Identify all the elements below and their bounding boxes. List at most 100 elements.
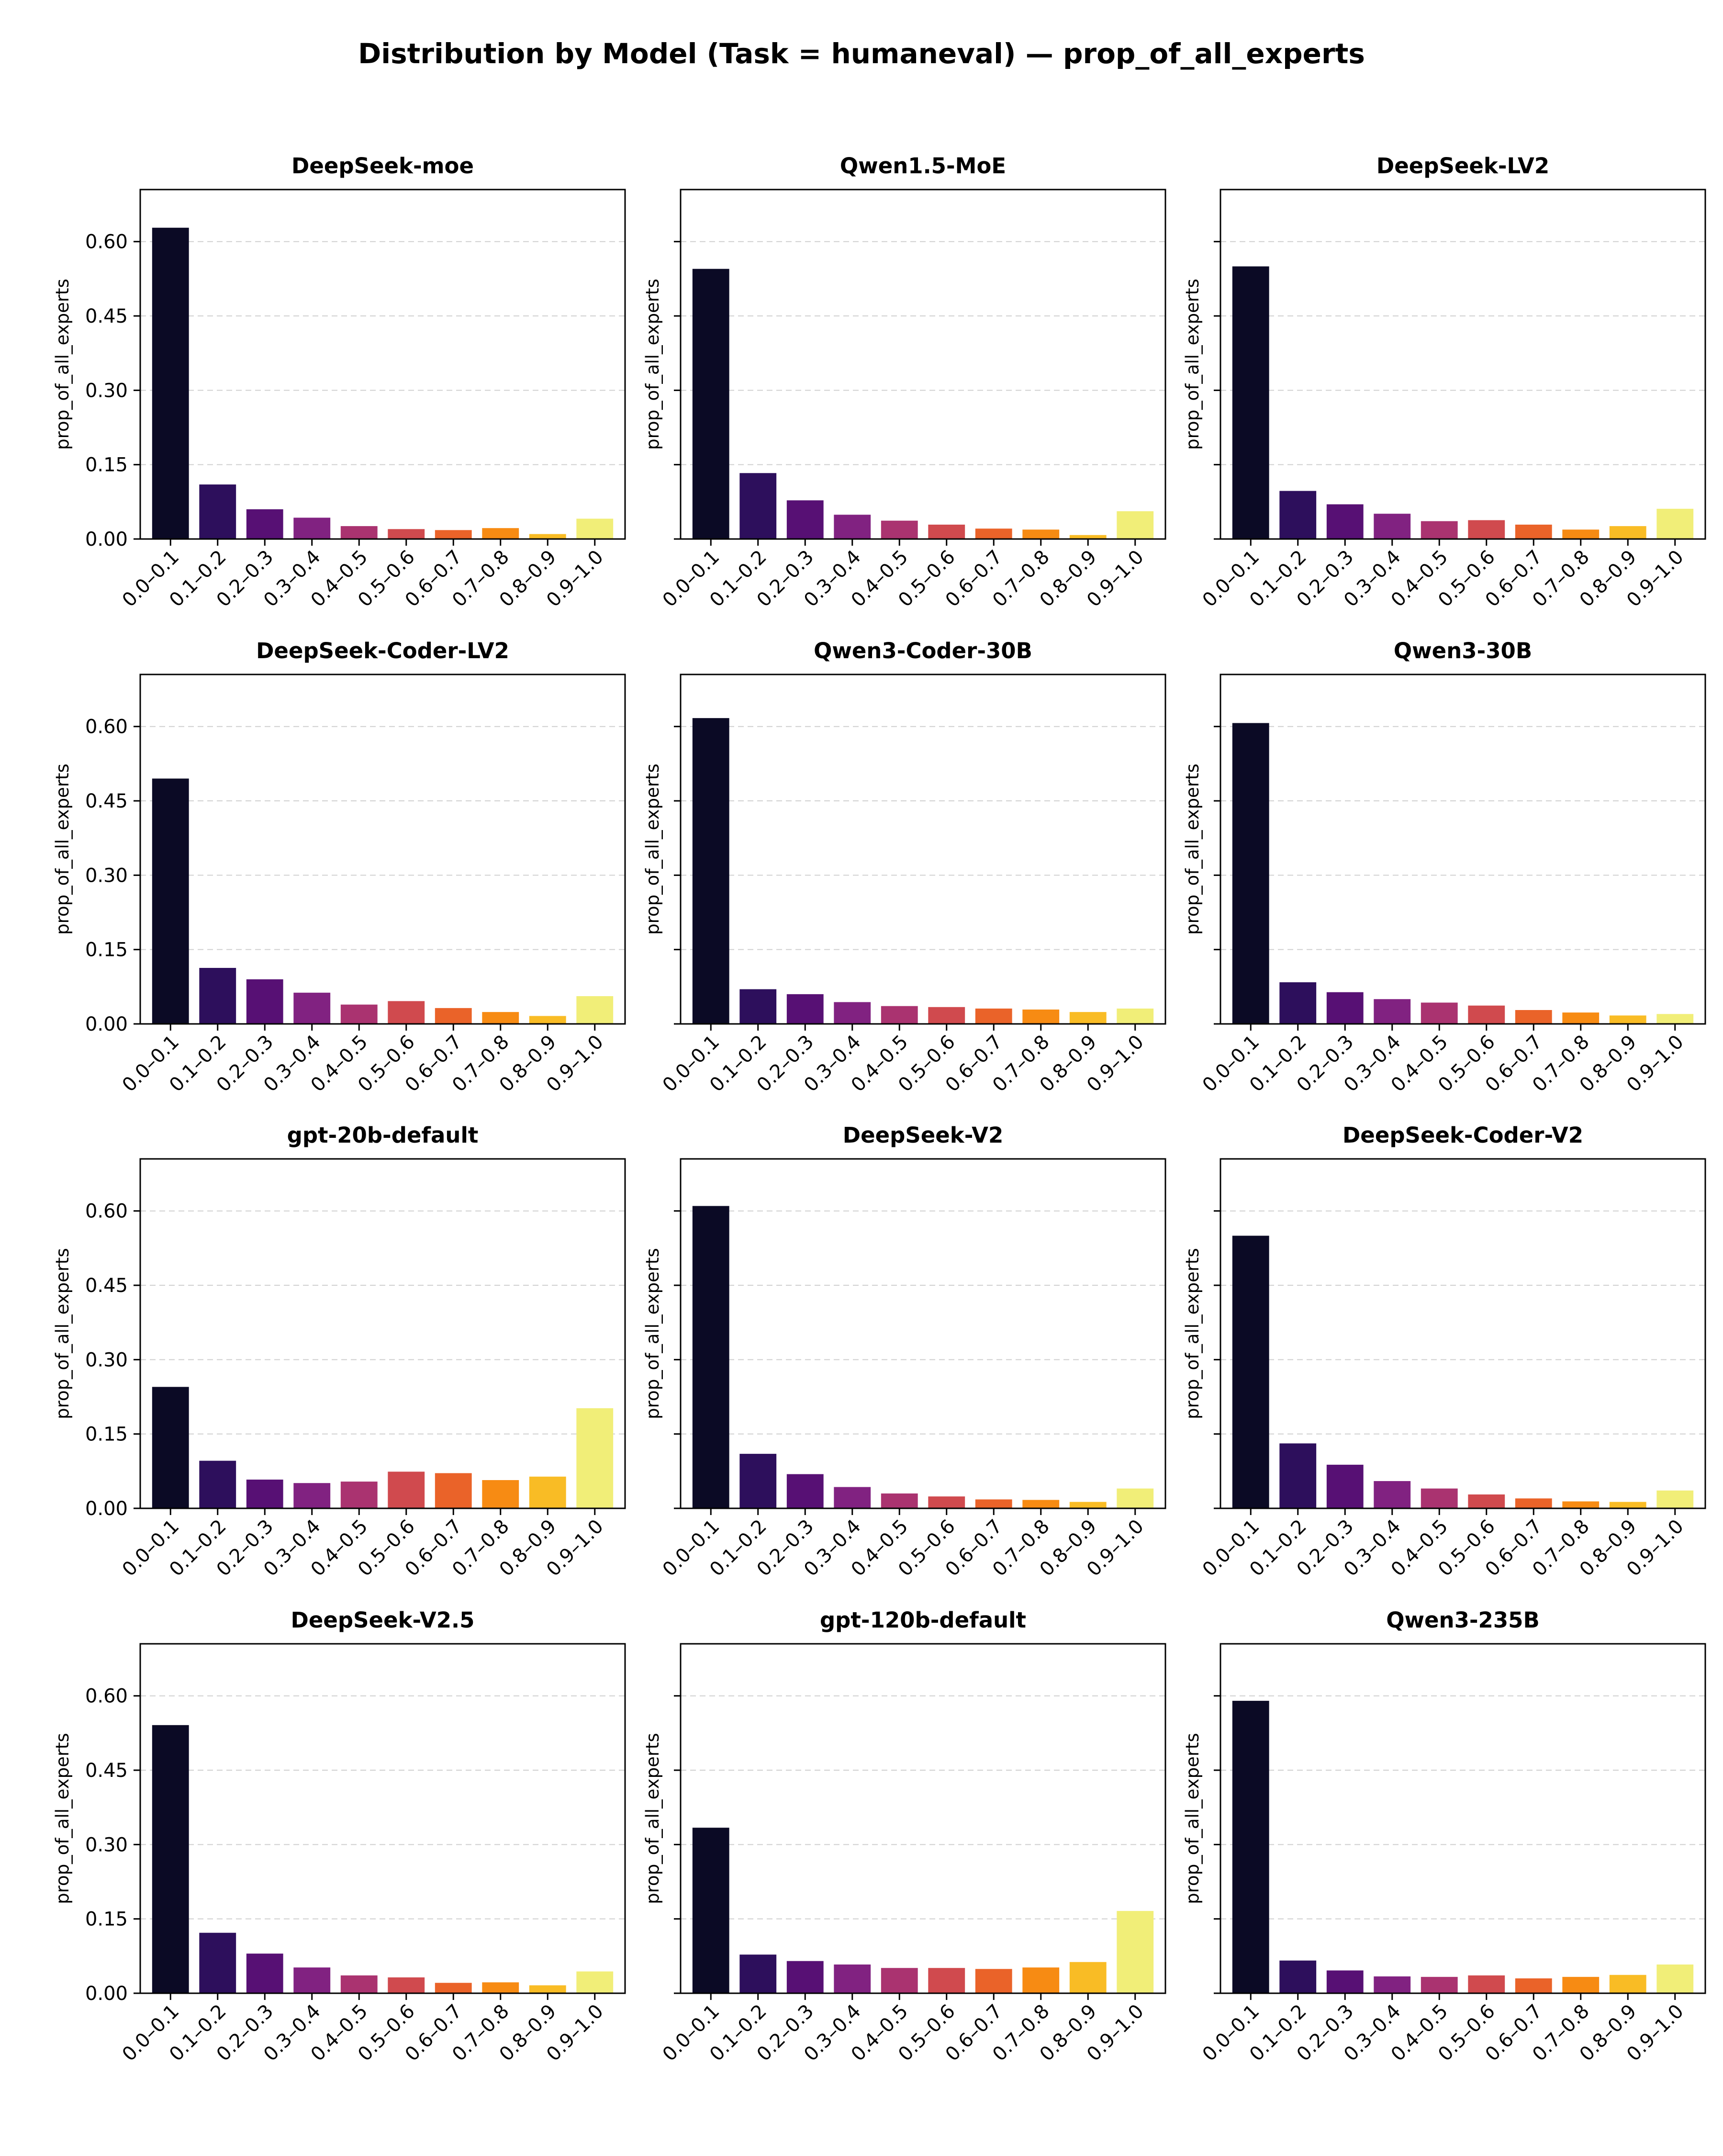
y-tick-label: 0.45 [85,305,128,327]
panel-title: DeepSeek-LV2 [1376,153,1549,179]
y-axis-label: prop_of_all_experts [642,279,663,450]
bar-0.3–0.4 [834,515,871,539]
bar-0.1–0.2 [1279,491,1317,539]
panel-title: Qwen3-30B [1394,638,1532,663]
bar-0.1–0.2 [1279,1443,1317,1508]
panel-9: DeepSeek-Coder-V2prop_of_all_experts0.0–… [1182,1123,1706,1581]
y-tick-label: 0.45 [85,1275,128,1297]
bar-0.6–0.7 [975,1499,1012,1508]
bar-0.7–0.8 [1562,1012,1600,1024]
bar-0.0–0.1 [692,718,729,1024]
bar-0.1–0.2 [739,1454,777,1508]
bar-0.0–0.1 [152,1387,189,1508]
bar-0.5–0.6 [388,1471,425,1508]
y-axis-label: prop_of_all_experts [1182,1733,1203,1904]
bar-0.8–0.9 [529,1985,566,1993]
bar-0.2–0.3 [246,1479,283,1508]
bar-0.5–0.6 [928,1968,965,1993]
bar-0.6–0.7 [975,1969,1012,1993]
bar-0.7–0.8 [482,1012,519,1024]
y-tick-label: 0.15 [85,1424,128,1446]
bar-0.9–1.0 [576,996,614,1024]
bar-0.3–0.4 [293,1967,331,1993]
y-tick-label: 0.15 [85,454,128,476]
axes-frame [1220,189,1706,540]
bar-0.0–0.1 [1232,1235,1269,1508]
bar-0.0–0.1 [1232,723,1269,1024]
bar-0.3–0.4 [1374,999,1411,1024]
bar-0.3–0.4 [834,1487,871,1508]
bar-0.5–0.6 [388,529,425,539]
bar-0.7–0.8 [1022,529,1060,539]
bar-0.7–0.8 [1022,1500,1060,1508]
bar-0.2–0.3 [1326,504,1364,539]
y-axis-label: prop_of_all_experts [642,1248,663,1419]
panel-title: gpt-120b-default [820,1607,1026,1633]
axes-frame [680,189,1166,540]
y-tick-label: 0.30 [85,865,128,887]
bar-0.3–0.4 [293,1483,331,1508]
panel-title: Qwen3-235B [1386,1607,1540,1633]
bar-0.4–0.5 [340,1482,378,1508]
bar-0.6–0.7 [975,1008,1012,1024]
axes-frame [1220,1643,1706,1994]
bar-0.7–0.8 [1022,1967,1060,1993]
bar-0.9–1.0 [1117,511,1154,539]
bar-0.9–1.0 [1656,1490,1694,1508]
bar-0.7–0.8 [482,528,519,539]
y-tick-label: 0.15 [85,1909,128,1931]
bar-0.4–0.5 [1421,521,1458,539]
bar-0.4–0.5 [340,1004,378,1024]
bar-0.6–0.7 [1515,1498,1552,1508]
bar-0.7–0.8 [1562,1501,1600,1508]
panel-title: DeepSeek-Coder-LV2 [256,638,509,663]
y-tick-label: 0.00 [85,528,128,550]
panel-title: Qwen1.5-MoE [840,153,1006,179]
axes-frame [139,189,626,540]
bar-0.7–0.8 [482,1982,519,1993]
bar-0.6–0.7 [975,528,1012,539]
bar-0.7–0.8 [1562,529,1600,539]
bar-0.5–0.6 [928,1007,965,1024]
panel-title: DeepSeek-V2 [843,1123,1004,1148]
bar-0.1–0.2 [739,989,777,1024]
bar-0.2–0.3 [786,1961,824,1993]
panel-2: Qwen1.5-MoEprop_of_all_experts0.0–0.10.1… [642,153,1166,611]
bar-0.1–0.2 [199,1932,236,1993]
axes-frame [139,674,626,1025]
bar-0.6–0.7 [1515,1978,1552,1993]
bar-0.3–0.4 [834,1964,871,1993]
bar-0.0–0.1 [692,269,729,539]
bar-0.4–0.5 [881,520,918,539]
bar-0.6–0.7 [435,1008,472,1024]
bar-0.8–0.9 [1609,1015,1646,1024]
bar-0.5–0.6 [928,524,965,539]
bar-0.1–0.2 [199,967,236,1024]
bar-0.5–0.6 [388,1001,425,1024]
bar-0.8–0.9 [1069,1962,1107,1993]
y-tick-label: 0.00 [85,1498,128,1520]
y-axis-label: prop_of_all_experts [1182,1248,1203,1419]
panel-5: Qwen3-Coder-30Bprop_of_all_experts0.0–0.… [642,638,1166,1096]
axes-frame [680,1158,1166,1509]
panel-1: DeepSeek-moe 0.00 0.15 0.30 0.45 0.60 prop_of_… [52,153,626,611]
bar-0.3–0.4 [293,517,331,539]
axes-frame [139,1643,626,1994]
bar-0.6–0.7 [1515,524,1552,539]
axes-frame [680,1643,1166,1994]
figure-title: Distribution by Model (Task = humaneval)… [358,37,1365,70]
axes-frame [1220,1158,1706,1509]
bar-0.9–1.0 [576,518,614,539]
bar-0.7–0.8 [1562,1976,1600,1993]
y-axis-label: prop_of_all_experts [642,764,663,935]
panel-10: DeepSeek-V2.5 0.00 0.15 0.30 0.45 0.60 prop_of… [52,1607,626,2066]
bar-0.0–0.1 [692,1206,729,1508]
bar-0.4–0.5 [1421,1976,1458,1993]
axes-frame [1220,674,1706,1025]
bar-0.9–1.0 [1656,1964,1694,1993]
bar-0.5–0.6 [1468,1975,1505,1993]
bar-0.8–0.9 [1069,1012,1107,1024]
bar-0.2–0.3 [246,1954,283,1993]
axes-frame [139,1158,626,1509]
bar-0.6–0.7 [435,1983,472,1993]
